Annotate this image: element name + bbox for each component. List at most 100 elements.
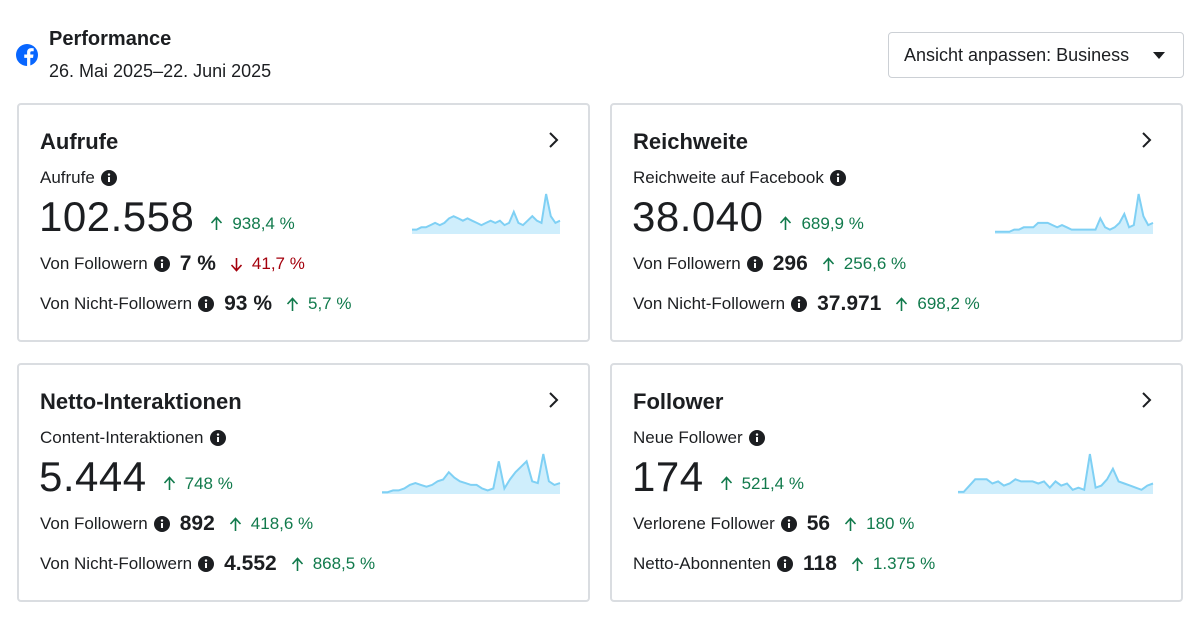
breakdown-row: Von Followern 892 418,6 %: [40, 512, 313, 536]
chevron-right-icon[interactable]: [1141, 131, 1153, 149]
sparkline-area: [412, 194, 560, 234]
breakdown-row: Netto-Abonnenten 118 1.375 %: [633, 552, 935, 576]
breakdown-delta-value: 868,5 %: [312, 554, 376, 573]
breakdown-label: Netto-Abonnenten: [633, 554, 771, 573]
info-icon[interactable]: [198, 556, 215, 572]
breakdown-delta: 418,6 %: [229, 514, 313, 534]
metric-delta-value: 689,9 %: [801, 213, 864, 233]
header: Performance 26. Mai 2025–22. Juni 2025 A…: [16, 28, 1184, 81]
card-reichweite: Reichweite Reichweite auf Facebook 38.040…: [610, 103, 1183, 342]
arrow-down-icon: [230, 257, 243, 272]
info-icon[interactable]: [209, 430, 226, 446]
info-icon[interactable]: [780, 516, 797, 532]
arrow-up-icon: [229, 516, 241, 531]
metric-label: Reichweite auf Facebook: [633, 168, 846, 188]
info-icon[interactable]: [100, 170, 117, 186]
metric-value-row: 102.558 938,4 %: [39, 193, 295, 241]
breakdown-value: 118: [803, 552, 837, 575]
info-icon[interactable]: [198, 296, 215, 312]
metric-value: 102.558: [39, 193, 195, 240]
metric-delta-value: 521,4 %: [741, 473, 804, 493]
breakdown-row: Von Nicht-Followern 93 % 5,7 %: [40, 292, 351, 316]
metric-delta: 689,9 %: [779, 213, 864, 234]
facebook-icon: [16, 44, 38, 66]
arrow-up-icon: [286, 296, 299, 311]
card-title: Reichweite: [633, 129, 748, 154]
breakdown-delta: 698,2 %: [895, 294, 980, 314]
breakdown-label: Von Nicht-Followern: [40, 554, 193, 573]
metric-label-text: Aufrufe: [40, 168, 95, 187]
metric-label: Neue Follower: [633, 428, 765, 448]
breakdown-label: Von Nicht-Followern: [633, 294, 786, 313]
info-icon[interactable]: [829, 170, 846, 186]
arrow-up-icon: [822, 256, 834, 271]
breakdown-row: Von Followern 296 256,6 %: [633, 252, 906, 276]
breakdown-delta-value: 1.375 %: [872, 554, 936, 573]
sparkline-area: [958, 454, 1153, 494]
info-icon[interactable]: [746, 256, 763, 272]
arrow-up-icon: [291, 556, 303, 571]
breakdown-value: 93 %: [224, 292, 272, 315]
metric-value-row: 5.444 748 %: [39, 453, 233, 501]
chevron-right-icon[interactable]: [1141, 391, 1153, 409]
breakdown-delta: 256,6 %: [822, 254, 906, 274]
breakdown-delta: 5,7 %: [286, 294, 351, 314]
arrow-up-icon: [845, 516, 857, 531]
breakdown-delta-value: 256,6 %: [843, 254, 907, 273]
chevron-right-icon[interactable]: [548, 391, 560, 409]
metric-delta-value: 938,4 %: [232, 213, 295, 233]
card-aufrufe: Aufrufe Aufrufe 102.558 938,4 % Von Follo…: [17, 103, 590, 342]
breakdown-row: Verlorene Follower 56 180 %: [633, 512, 914, 536]
caret-down-icon: [1153, 52, 1165, 59]
breakdown-delta: 1.375 %: [851, 554, 935, 574]
breakdown-row: Von Nicht-Followern 4.552 868,5 %: [40, 552, 375, 576]
metric-value: 174: [632, 453, 704, 500]
sparkline-chart: [958, 453, 1154, 494]
sparkline-chart: [995, 193, 1154, 234]
metric-label-text: Neue Follower: [633, 428, 743, 447]
sparkline-line: [382, 453, 561, 494]
breakdown-label: Von Followern: [40, 514, 148, 533]
breakdown-delta: 868,5 %: [291, 554, 375, 574]
breakdown-delta-value: 180 %: [866, 514, 915, 533]
card-title: Aufrufe: [40, 129, 119, 154]
metric-label: Content-Interaktionen: [40, 428, 226, 448]
breakdown-delta-value: 418,6 %: [250, 514, 314, 533]
sparkline-area: [995, 194, 1153, 234]
info-icon[interactable]: [791, 296, 808, 312]
metric-value-row: 38.040 689,9 %: [632, 193, 864, 241]
arrow-up-icon: [851, 556, 863, 571]
breakdown-delta: 180 %: [844, 514, 914, 534]
view-selector-button[interactable]: Ansicht anpassen: Business: [888, 32, 1184, 78]
breakdown-value: 7 %: [179, 252, 216, 275]
breakdown-label: Von Nicht-Followern: [40, 294, 193, 313]
page-title: Performance: [49, 28, 172, 50]
sparkline-line: [995, 193, 1154, 233]
info-icon[interactable]: [153, 256, 170, 272]
breakdown-label: Verlorene Follower: [633, 514, 775, 533]
breakdown-row: Von Followern 7 % 41,7 %: [40, 252, 305, 276]
arrow-up-icon: [720, 476, 732, 490]
sparkline-line: [412, 193, 561, 231]
breakdown-value: 37.971: [817, 292, 882, 315]
metric-delta-value: 748 %: [184, 473, 233, 493]
breakdown-label: Von Followern: [633, 254, 741, 273]
breakdown-delta: 41,7 %: [230, 254, 305, 274]
arrow-up-icon: [780, 216, 792, 230]
breakdown-delta-value: 5,7 %: [308, 294, 352, 313]
metric-delta: 748 %: [163, 474, 233, 494]
info-icon[interactable]: [777, 556, 793, 572]
metric-value-row: 174 521,4 %: [632, 453, 804, 501]
arrow-up-icon: [163, 476, 175, 490]
breakdown-delta-value: 41,7 %: [251, 254, 305, 273]
sparkline-line: [958, 453, 1154, 493]
breakdown-label: Von Followern: [40, 254, 148, 273]
chevron-right-icon[interactable]: [548, 131, 560, 149]
breakdown-value: 892: [179, 512, 215, 535]
card-title: Netto-Interaktionen: [40, 389, 242, 414]
info-icon[interactable]: [748, 430, 765, 446]
info-icon[interactable]: [153, 516, 170, 532]
metric-value: 5.444: [39, 453, 147, 500]
metric-delta: 521,4 %: [720, 474, 804, 494]
date-range: 26. Mai 2025–22. Juni 2025: [49, 61, 272, 81]
